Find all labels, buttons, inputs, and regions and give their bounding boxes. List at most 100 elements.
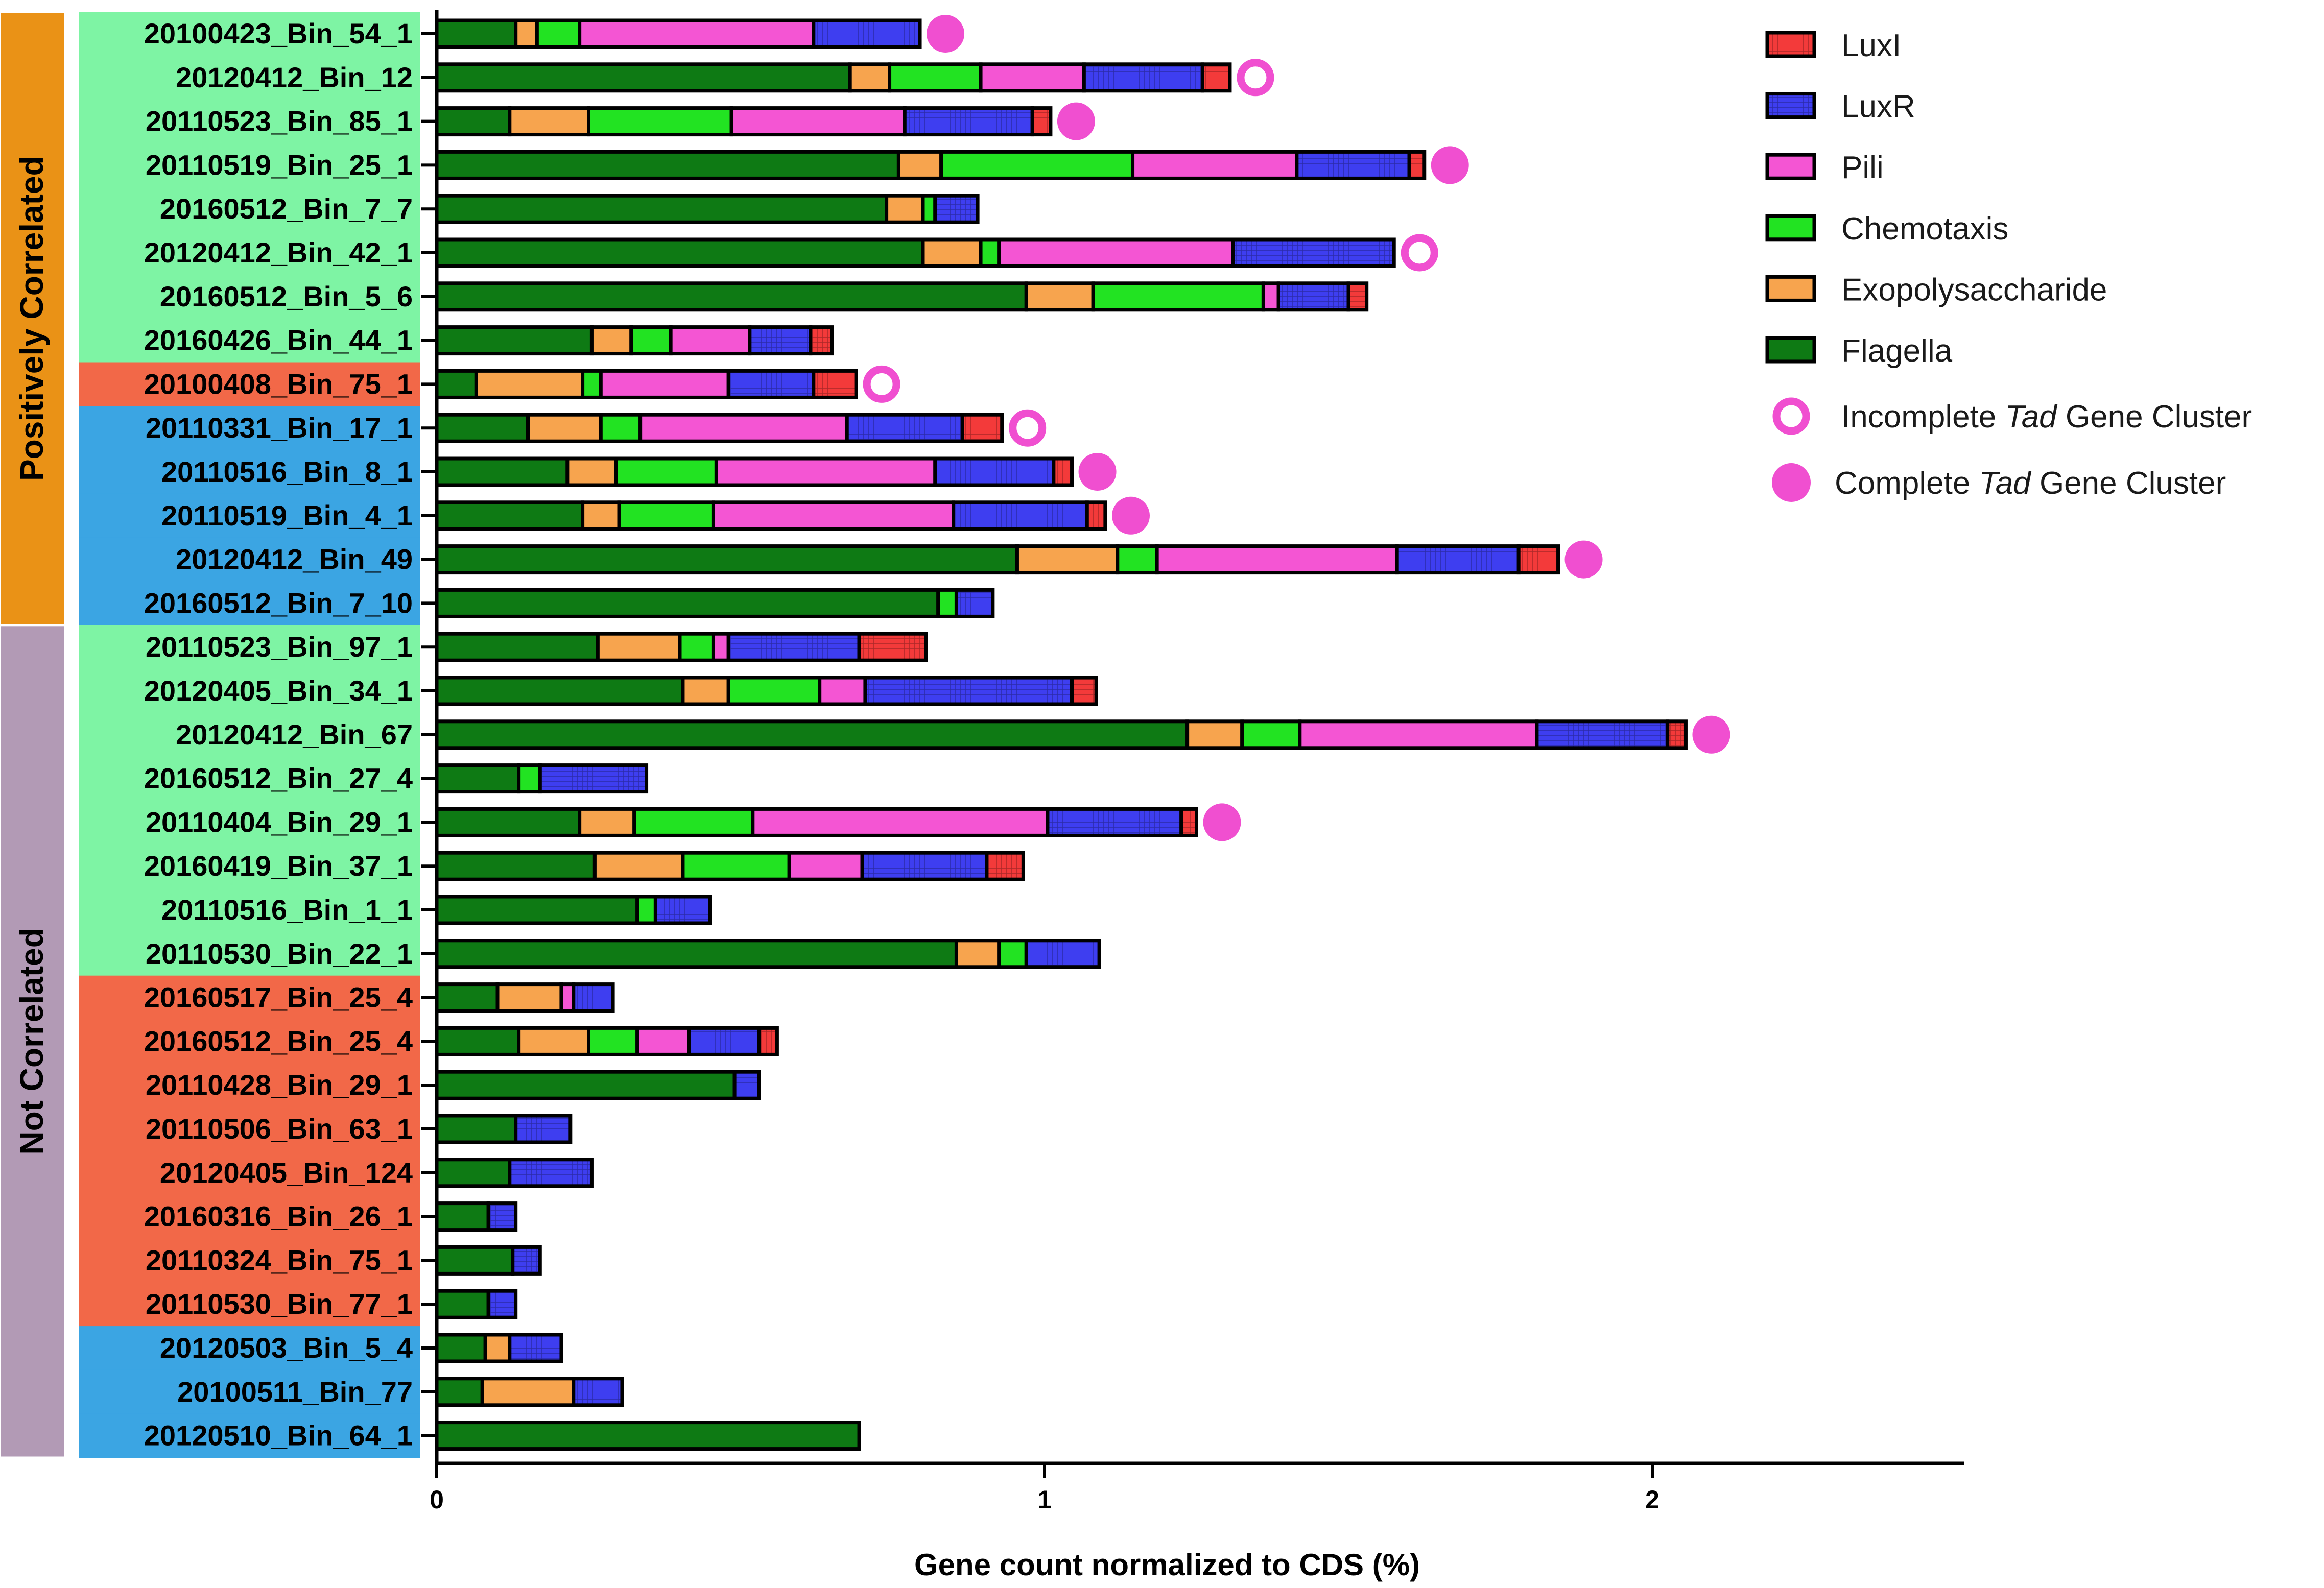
bar-segment-flagella [435, 676, 685, 706]
bar-segment-pattern [862, 853, 987, 880]
bar-segment-exopolysaccharide [578, 807, 636, 837]
bar-segment-flagella [435, 719, 1190, 750]
bin-label: 20100511_Bin_77 [177, 1376, 413, 1408]
bar-segment-flagella [435, 281, 1028, 312]
bin-label: 20110404_Bin_29_1 [146, 806, 413, 838]
bar-segment-chemotaxis [635, 895, 657, 925]
bin-label-box [79, 450, 420, 494]
tad-markers [863, 15, 1730, 841]
bar-segment-chemotaxis [587, 106, 733, 137]
bin-label-box [79, 756, 420, 801]
bar-segment-pattern [1032, 108, 1051, 135]
bar-segment-flagella [435, 544, 1019, 575]
bar-segment-flagella [435, 982, 500, 1013]
group-label-1: Not Correlated [13, 928, 50, 1154]
bar-segment-pili [711, 632, 730, 662]
bar-segment-chemotaxis [939, 150, 1135, 180]
bar-segment-chemotaxis [681, 851, 791, 881]
bar-segment-chemotaxis [632, 807, 755, 837]
bin-label: 20110519_Bin_4_1 [161, 499, 413, 532]
legend-swatch-pattern [1767, 33, 1814, 56]
bar-segment-flagella [435, 807, 582, 837]
bar-segment-flagella [435, 1245, 515, 1276]
bin-label: 20110331_Bin_17_1 [146, 412, 413, 444]
bar-segment-chemotaxis [1091, 281, 1265, 312]
bar-segment-pattern [1278, 283, 1348, 310]
legend-swatch-chemotaxis [1765, 214, 1816, 242]
bar-segment-exopolysaccharide [526, 413, 603, 443]
bin-label: 20160512_Bin_7_10 [144, 587, 413, 619]
group-strip-0 [1, 13, 64, 624]
bin-label-box [79, 537, 420, 582]
bar-segment-chemotaxis [614, 456, 718, 487]
legend-label-luxi: LuxI [1841, 28, 1901, 63]
bar-segment-pattern [1348, 283, 1367, 310]
bin-label: 20120412_Bin_67 [176, 718, 413, 751]
x-axis-title: Gene count normalized to CDS (%) [914, 1548, 1420, 1582]
bin-label: 20110516_Bin_8_1 [161, 455, 413, 488]
x-tick-label: 1 [1037, 1485, 1052, 1514]
bar-segment-pattern [905, 108, 1033, 135]
bar-segment-flagella [435, 150, 900, 180]
bar-segment-pili [787, 851, 864, 881]
legend-label-pili: Pili [1841, 150, 1884, 185]
bar-segment-flagella [435, 895, 639, 925]
complete-tad-marker [1203, 803, 1241, 841]
bar-segment-pattern [953, 502, 1087, 529]
bar-segment-chemotaxis [678, 632, 715, 662]
bar-segment-pattern [1519, 546, 1558, 573]
bar-segment-exopolysaccharide [896, 150, 943, 180]
bin-label-box [79, 187, 420, 231]
bar-segment-pattern [488, 1291, 516, 1318]
bar-segment-pattern [1232, 239, 1394, 266]
bar-segment-flagella [435, 194, 889, 224]
bar-segment-flagella [435, 237, 925, 268]
bar-segment-pattern [509, 1159, 592, 1186]
bar-segment-flagella [435, 325, 594, 356]
bar-segment-pili [1298, 719, 1539, 750]
bin-label: 20160512_Bin_7_7 [160, 193, 413, 225]
bar-segment-exopolysaccharide [848, 62, 892, 93]
bar-segment-pili [714, 456, 937, 487]
bin-label: 20160517_Bin_25_4 [144, 981, 413, 1014]
bar-segment-flagella [435, 1114, 518, 1144]
bin-label-box [79, 1019, 420, 1064]
x-tick-label: 0 [430, 1485, 444, 1514]
bin-label: 20110516_Bin_1_1 [161, 894, 413, 926]
bin-label: 20110324_Bin_75_1 [146, 1244, 413, 1276]
bar-segment-pili [1155, 544, 1399, 575]
bar-segment-flagella [435, 632, 600, 662]
bar-segment-pattern [515, 1116, 571, 1142]
incomplete-tad-marker [1237, 59, 1274, 97]
legend-label-flagella: Flagella [1841, 333, 1953, 369]
bar-segment-chemotaxis [979, 237, 1001, 268]
bin-label-box [79, 1413, 420, 1458]
bar-segment-exopolysaccharide [480, 1377, 576, 1407]
bar-segment-exopolysaccharide [589, 325, 633, 356]
bin-label: 20110519_Bin_25_1 [146, 149, 413, 181]
bar-segment-exopolysaccharide [921, 237, 983, 268]
bar-segment-flagella [435, 369, 478, 399]
bar-segment-pattern [573, 1378, 622, 1405]
bin-label-box [79, 143, 420, 187]
group-strips: Positively Correlated Not Correlated [1, 13, 64, 1457]
bar-segment-chemotaxis [517, 763, 542, 794]
bar-segment-exopolysaccharide [1024, 281, 1095, 312]
bar-segment-pattern [488, 1203, 516, 1230]
bin-label-box [79, 406, 420, 450]
bar-segment-chemotaxis [535, 18, 582, 49]
bar-segment-chemotaxis [599, 413, 643, 443]
bar-segment-exopolysaccharide [592, 851, 685, 881]
bar-segment-flagella [435, 1289, 490, 1319]
bar-segment-pili [997, 237, 1235, 268]
complete-tad-marker [1564, 540, 1603, 579]
bin-label: 20100423_Bin_54_1 [144, 17, 413, 50]
bar-segment-flagella [435, 763, 521, 794]
bars [435, 18, 1688, 1451]
bin-label-box [79, 712, 420, 757]
complete-tad-marker [1112, 496, 1150, 535]
bin-label-box [79, 1150, 420, 1195]
bar-segment-chemotaxis [888, 62, 983, 93]
incomplete-tad-marker [1401, 234, 1438, 272]
